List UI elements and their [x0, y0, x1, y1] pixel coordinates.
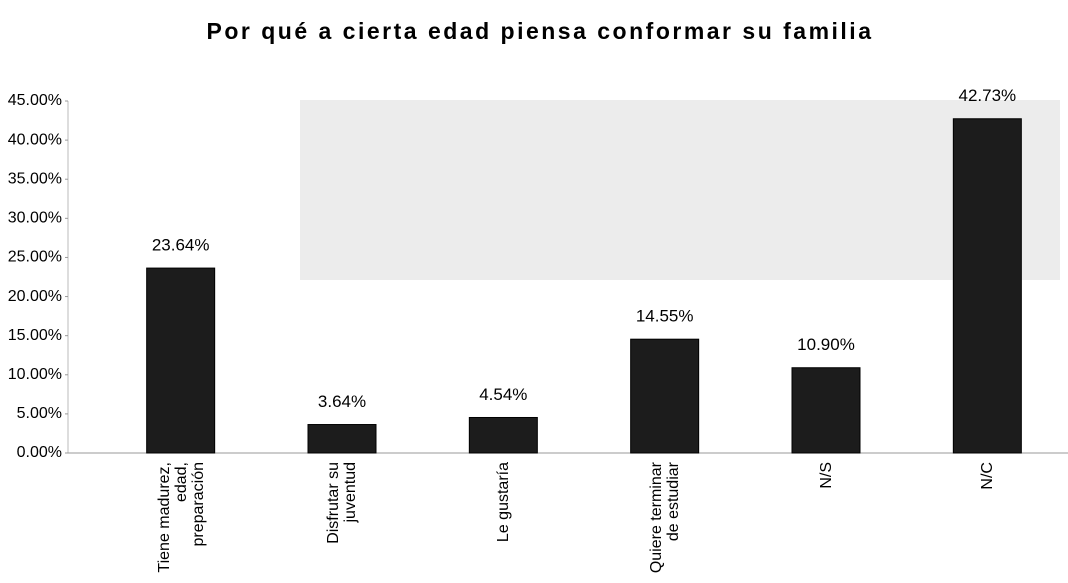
x-tick-label: N/C	[978, 462, 996, 490]
bar	[952, 118, 1022, 454]
y-tick-label: 10.00%	[8, 366, 62, 383]
y-tick-label: 5.00%	[17, 405, 62, 422]
plot-background	[300, 100, 1060, 280]
chart-title: Por qué a cierta edad piensa conformar s…	[206, 18, 873, 44]
y-tick-label: 15.00%	[8, 327, 62, 344]
x-tick-label: N/S	[817, 462, 835, 489]
data-label: 10.90%	[797, 335, 855, 354]
data-label: 14.55%	[636, 307, 694, 326]
y-tick-label: 0.00%	[17, 444, 62, 461]
y-tick-label: 45.00%	[8, 92, 62, 109]
y-tick-label: 25.00%	[8, 249, 62, 266]
bar	[630, 338, 700, 454]
y-tick-label: 35.00%	[8, 170, 62, 187]
data-label: 23.64%	[152, 236, 210, 255]
x-tick-label: Le gustaría	[494, 462, 512, 543]
bar	[468, 416, 538, 454]
bar	[791, 367, 861, 454]
y-tick-label: 40.00%	[8, 131, 62, 148]
x-tick-label: Quiere terminar de estudiar	[647, 462, 682, 574]
bar	[146, 267, 216, 454]
data-label: 4.54%	[479, 385, 527, 404]
y-tick-label: 20.00%	[8, 288, 62, 305]
data-label: 42.73%	[958, 86, 1016, 105]
data-label: 3.64%	[318, 392, 366, 411]
x-tick-label: Tiene madurez, edad, preparación	[155, 462, 207, 573]
bar	[307, 424, 377, 454]
y-tick-label: 30.00%	[8, 210, 62, 227]
x-tick-label: Disfrutar su juventud	[325, 462, 359, 544]
